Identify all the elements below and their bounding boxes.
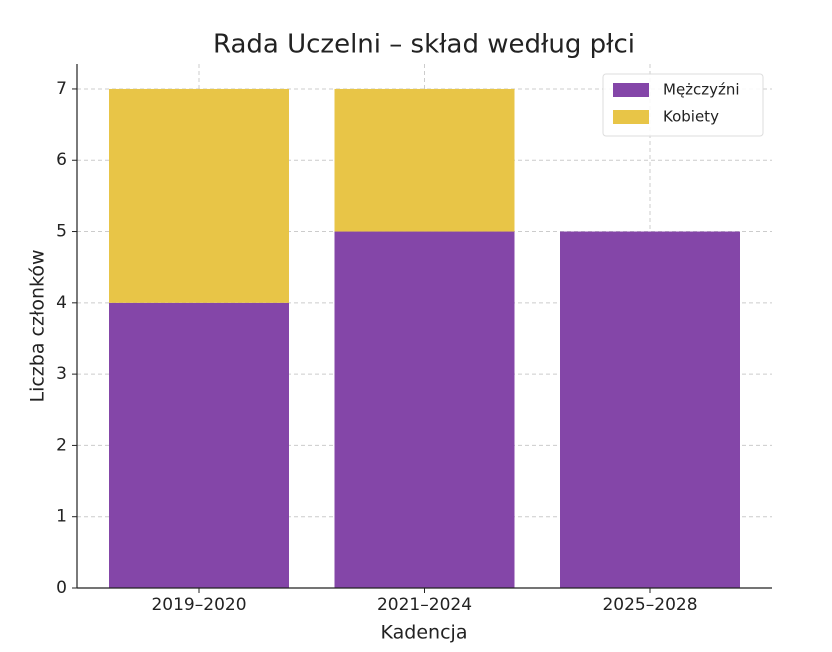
y-tick-label: 2 [56,435,67,455]
y-tick-label: 3 [56,364,67,384]
x-tick-label: 2025–2028 [602,595,697,615]
x-tick-label: 2021–2024 [377,595,472,615]
y-axis-label: Liczba członków [27,249,49,402]
bars [109,88,740,588]
y-tick-label: 1 [56,507,67,527]
bar-segment [109,88,289,303]
bar-segment [560,231,740,588]
y-tick-label: 5 [56,222,67,242]
bar-segment [334,88,515,232]
legend-label: Mężczyźni [663,81,740,99]
legend-swatch [613,83,649,97]
bar-segment [109,302,289,588]
x-tick-label: 2019–2020 [151,595,246,615]
chart-title: Rada Uczelni – skład według płci [213,30,635,60]
bar-segment [334,231,515,588]
legend-label: Kobiety [663,108,719,126]
y-tick-label: 6 [56,150,67,170]
y-tick-label: 4 [56,293,67,313]
legend-swatch [613,110,649,124]
x-axis-label: Kadencja [381,622,468,644]
legend: Mężczyźni Kobiety [602,73,764,137]
y-tick-label: 7 [56,79,67,99]
y-tick-label: 0 [56,578,67,598]
